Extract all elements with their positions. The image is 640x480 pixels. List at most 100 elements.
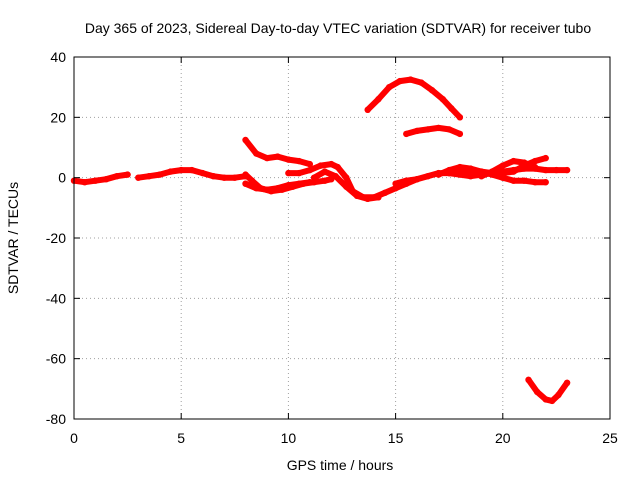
data-point <box>210 173 217 180</box>
data-point <box>263 186 271 193</box>
data-point <box>510 177 517 184</box>
data-point <box>424 173 431 180</box>
x-axis-label: GPS time / hours <box>287 457 394 473</box>
chart-title: Day 365 of 2023, Sidereal Day-to-day VTE… <box>85 20 592 36</box>
data-point <box>548 397 556 405</box>
data-point <box>103 176 110 183</box>
data-point <box>178 166 185 174</box>
data-point <box>317 162 324 169</box>
data-point <box>295 169 303 177</box>
data-point <box>418 79 425 86</box>
data-point <box>424 126 431 133</box>
x-tick-label: 10 <box>281 430 297 446</box>
data-point <box>478 173 485 180</box>
data-point <box>392 185 399 192</box>
data-point <box>231 174 238 181</box>
data-point <box>563 379 571 386</box>
data-point <box>456 130 464 138</box>
data-point <box>510 157 517 165</box>
data-point <box>145 173 153 180</box>
data-point <box>364 195 371 202</box>
data-point <box>353 192 361 199</box>
data-point <box>92 177 99 184</box>
data-point <box>321 177 328 184</box>
x-tick-label: 0 <box>70 430 78 446</box>
data-point <box>392 180 399 187</box>
data-point <box>488 168 496 175</box>
data-point <box>199 169 206 177</box>
data-point <box>563 166 571 174</box>
x-tick-label: 5 <box>177 430 185 446</box>
data-point <box>332 173 339 180</box>
data-point <box>446 126 453 133</box>
data-point <box>510 168 517 175</box>
data-point <box>456 114 464 121</box>
data-point <box>533 388 541 396</box>
data-point <box>428 87 436 94</box>
data-point <box>403 177 410 184</box>
data-point <box>334 163 341 171</box>
y-tick-label: 0 <box>58 170 66 186</box>
data-point <box>531 179 539 186</box>
y-tick-label: -80 <box>46 411 66 427</box>
data-point <box>248 177 256 184</box>
data-point <box>531 163 539 171</box>
data-point <box>448 105 455 112</box>
data-point <box>435 171 442 178</box>
data-point <box>531 157 539 165</box>
data-point <box>253 150 260 157</box>
y-tick-label: -60 <box>46 351 66 367</box>
data-point <box>525 376 532 383</box>
y-axis-label: SDTVAR / TECUs <box>5 182 21 294</box>
data-point <box>364 106 371 114</box>
data-point <box>285 169 292 177</box>
data-point <box>413 127 421 135</box>
data-point <box>253 185 260 192</box>
grid-lines <box>74 57 610 419</box>
data-point <box>467 173 474 180</box>
data-point <box>407 76 414 83</box>
data-point <box>242 180 249 187</box>
data-point <box>542 396 549 403</box>
data-point <box>439 96 446 103</box>
data-point <box>274 153 281 160</box>
data-point <box>124 171 131 178</box>
data-point <box>310 174 318 181</box>
data-point <box>375 96 382 103</box>
data-point <box>274 185 281 192</box>
data-point <box>435 124 442 132</box>
data-point <box>375 194 382 201</box>
data-point <box>467 166 474 174</box>
axis-ticks: 0 5 10 15 20 25 -80 -60 -40 -20 0 20 40 <box>46 49 618 446</box>
y-tick-label: 40 <box>50 49 66 65</box>
x-tick-label: 15 <box>388 430 404 446</box>
data-point <box>446 169 453 177</box>
data-point <box>553 166 560 174</box>
y-tick-label: -20 <box>46 230 66 246</box>
data-point <box>381 189 389 196</box>
y-tick-label: -40 <box>46 290 66 306</box>
data-point <box>343 183 350 190</box>
data-point <box>456 166 464 174</box>
data-series <box>70 76 571 405</box>
data-point <box>499 169 506 177</box>
data-point <box>242 171 249 178</box>
data-point <box>306 179 313 186</box>
data-point <box>220 174 228 181</box>
data-point <box>156 171 163 178</box>
data-point <box>343 174 350 181</box>
data-point <box>113 173 121 180</box>
data-point <box>167 168 174 175</box>
data-point <box>396 77 404 85</box>
data-point <box>413 176 421 183</box>
data-point <box>188 166 196 174</box>
data-point <box>403 130 410 138</box>
data-point <box>306 160 313 168</box>
data-point <box>521 159 528 166</box>
series-line-track-8 <box>364 76 463 121</box>
data-point <box>542 154 549 162</box>
data-point <box>306 166 313 174</box>
data-point <box>263 154 271 162</box>
data-point <box>542 179 549 186</box>
data-point <box>499 162 506 169</box>
